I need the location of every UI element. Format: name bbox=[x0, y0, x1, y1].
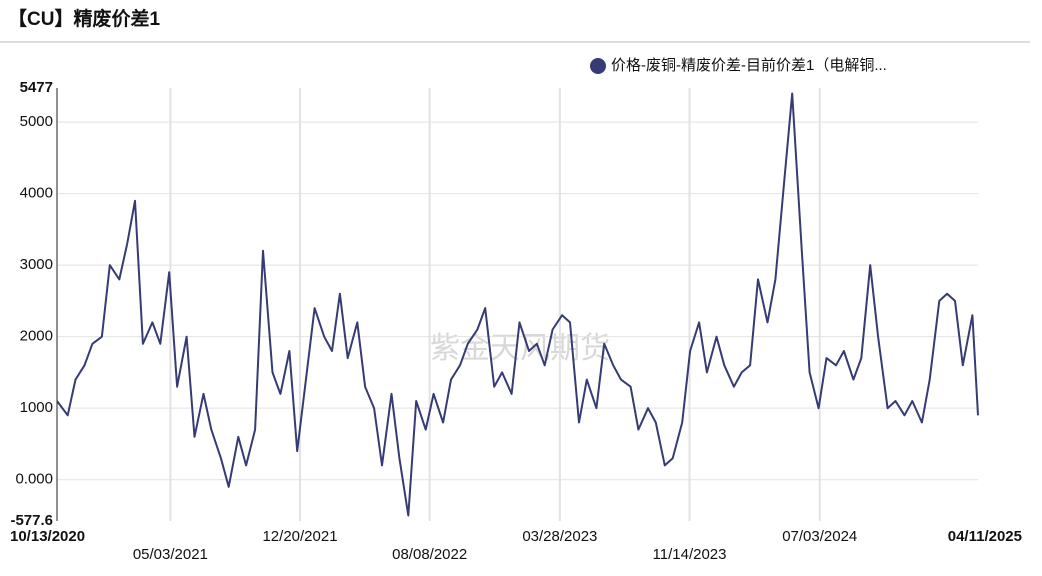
watermark: 紫金天风期货 bbox=[430, 332, 610, 365]
legend-marker bbox=[590, 58, 606, 74]
chart-title: 【CU】精废价差1 bbox=[8, 7, 160, 30]
data-line bbox=[56, 92, 979, 517]
x-tick-label: 04/11/2025 bbox=[948, 528, 1022, 545]
x-tick-label: 08/08/2022 bbox=[392, 546, 467, 563]
y-tick-label: 5000 bbox=[20, 113, 53, 130]
y-tick-label: 0.000 bbox=[15, 471, 53, 488]
y-tick-label: 3000 bbox=[20, 256, 53, 273]
y-tick-label: -577.6 bbox=[10, 512, 53, 529]
y-tick-label: 1000 bbox=[20, 399, 53, 416]
x-tick-label: 11/14/2023 bbox=[653, 546, 727, 563]
legend-label: 价格-废铜-精废价差-目前价差1（电解铜... bbox=[611, 57, 887, 74]
x-tick-label: 10/13/2020 bbox=[10, 528, 85, 545]
y-tick-label: 5477 bbox=[20, 79, 53, 96]
x-tick-label: 12/20/2021 bbox=[262, 528, 337, 545]
x-tick-label: 03/28/2023 bbox=[522, 528, 597, 545]
y-tick-label: 4000 bbox=[20, 185, 53, 202]
x-tick-label: 07/03/2024 bbox=[782, 528, 857, 545]
y-tick-label: 2000 bbox=[20, 328, 53, 345]
x-tick-label: 05/03/2021 bbox=[133, 546, 208, 563]
